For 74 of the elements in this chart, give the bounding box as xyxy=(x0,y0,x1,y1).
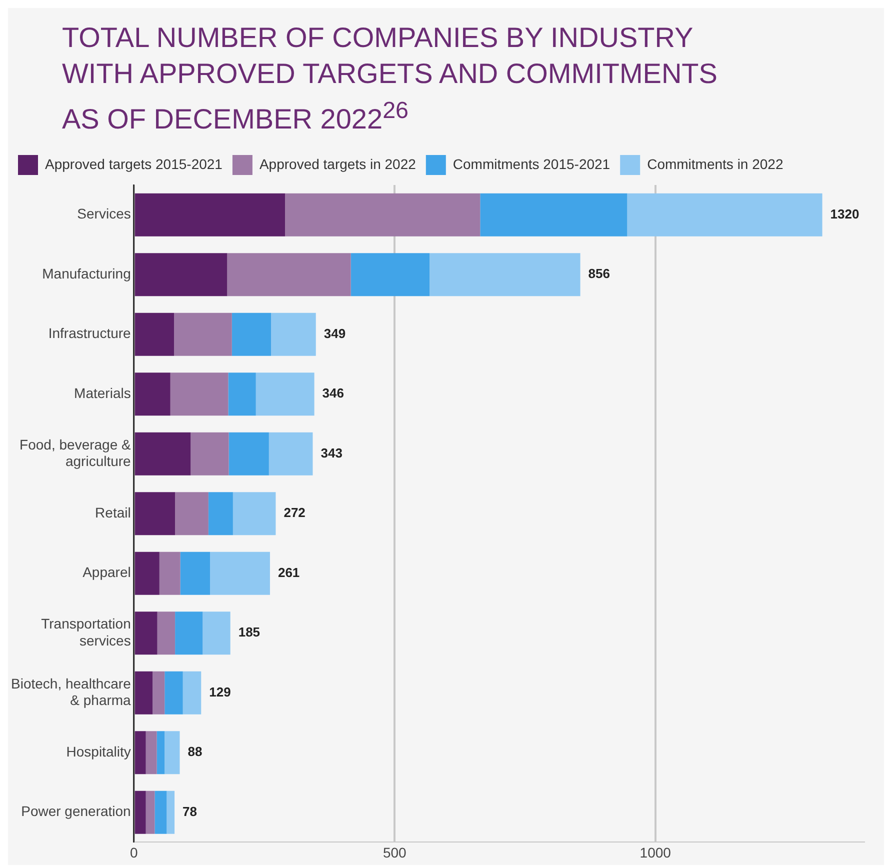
bar xyxy=(174,313,232,356)
bar xyxy=(134,492,176,536)
y-tick-label: Hospitality xyxy=(66,744,131,760)
bar xyxy=(228,432,269,476)
bar xyxy=(190,432,229,476)
y-tick-label: Retail xyxy=(95,504,131,521)
legend-label: Commitments 2015-2021 xyxy=(452,156,610,172)
total-label: 272 xyxy=(284,506,306,521)
y-tick-label: Infrastructure xyxy=(48,326,132,342)
total-label: 1320 xyxy=(830,206,860,222)
bar xyxy=(210,552,270,596)
bar xyxy=(627,194,822,237)
x-tick-label: 1000 xyxy=(640,844,672,861)
chart-title: TOTAL NUMBER OF COMPANIES BY INDUSTRY WITH APPROVED TARGETS AND COMMITMENTS AS OF DECEMBER 2022$^{26}$ xyxy=(62,21,718,136)
bar xyxy=(285,194,480,237)
y-tick-label: Services xyxy=(77,206,131,222)
bar xyxy=(228,372,256,416)
bar xyxy=(154,791,167,834)
bar xyxy=(134,313,174,356)
bar xyxy=(146,731,157,774)
bar xyxy=(268,432,313,476)
legend-label: Approved targets 2015-2021 xyxy=(45,156,223,172)
bar xyxy=(208,492,233,536)
y-tick-label: Apparel xyxy=(82,564,131,581)
total-label: 346 xyxy=(322,386,344,402)
x-tick-label: 0 xyxy=(130,844,138,861)
bar xyxy=(175,612,203,655)
bar xyxy=(134,731,146,774)
bar xyxy=(134,791,146,834)
bar xyxy=(134,612,158,655)
bar xyxy=(256,372,314,416)
bar xyxy=(175,492,208,536)
x-tick-label: 500 xyxy=(382,844,407,861)
y-tick-label: Power generation xyxy=(21,804,131,820)
bar xyxy=(164,672,183,715)
total-label: 349 xyxy=(324,326,346,342)
bar xyxy=(350,253,430,296)
bar xyxy=(227,253,351,296)
bar xyxy=(232,313,272,356)
y-tick-label: Transportation services xyxy=(41,616,131,649)
total-label: 856 xyxy=(588,266,610,282)
bar xyxy=(157,612,176,655)
bar xyxy=(166,791,175,834)
y-tick-label: Materials xyxy=(74,385,131,402)
bar xyxy=(480,194,628,237)
bar xyxy=(159,552,180,596)
total-label: 185 xyxy=(238,624,260,640)
bar xyxy=(182,672,202,715)
total-label: 78 xyxy=(182,804,198,820)
bar xyxy=(134,253,228,296)
bar xyxy=(164,731,180,774)
total-label: 261 xyxy=(278,565,300,580)
bar xyxy=(134,552,160,596)
total-label: 343 xyxy=(320,446,342,461)
bar xyxy=(152,672,165,715)
total-label: 129 xyxy=(209,684,231,700)
bar xyxy=(156,731,165,774)
y-tick-label: Food, beverage & agriculture xyxy=(20,436,132,470)
bar xyxy=(202,612,230,655)
bar xyxy=(232,492,276,536)
bar xyxy=(430,253,580,296)
y-tick-label: Biotech, healthcare & pharma xyxy=(10,676,132,708)
bar xyxy=(271,313,316,356)
bar xyxy=(180,552,210,596)
bar xyxy=(170,372,228,416)
bar xyxy=(134,432,191,476)
bar xyxy=(146,791,155,834)
y-tick-label: Manufacturing xyxy=(42,266,131,282)
legend-label: Commitments in 2022 xyxy=(647,156,784,172)
total-label: 88 xyxy=(188,744,202,760)
legend-label: Approved targets in 2022 xyxy=(259,156,416,172)
bar xyxy=(134,372,170,416)
bar xyxy=(134,672,153,715)
bar xyxy=(134,194,286,237)
